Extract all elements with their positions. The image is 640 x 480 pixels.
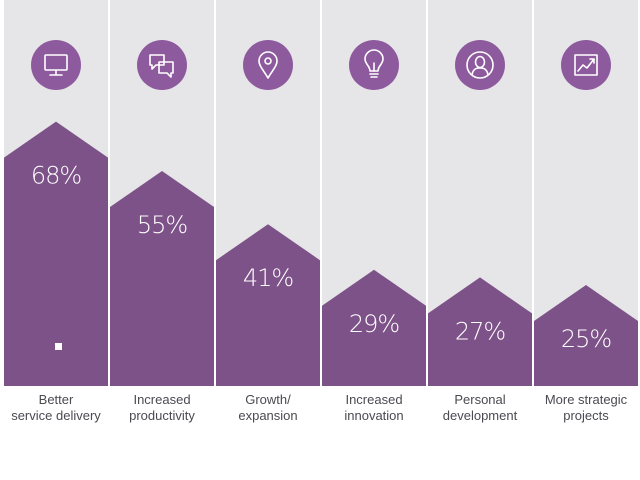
category-label: More strategic projects: [545, 392, 628, 423]
bar-4: [322, 269, 426, 386]
bar-3: [216, 224, 320, 386]
bar-value-label: 29%: [349, 310, 400, 338]
bar-value-label: 25%: [561, 325, 612, 353]
category-label: Increased productivity: [129, 392, 195, 423]
category-label: Better service delivery: [11, 392, 101, 423]
lightbulb-icon: [349, 40, 399, 90]
bar-value-label: 68%: [31, 162, 82, 190]
monitor-icon: [31, 40, 81, 90]
chat-bubbles-icon: [137, 40, 187, 90]
bar-5: [428, 277, 532, 386]
category-label: Growth/expansion: [238, 392, 297, 423]
bar-value-label: 55%: [137, 211, 188, 239]
map-pin-icon: [243, 40, 293, 90]
bar-1: [4, 121, 108, 386]
category-label: Personal development: [443, 392, 518, 423]
bar-6: [534, 285, 638, 386]
bar-value-label: 27%: [455, 317, 506, 345]
trend-chart-icon: [561, 40, 611, 90]
marker-square: [55, 343, 62, 350]
bar-value-label: 41%: [243, 264, 294, 292]
person-icon: [455, 40, 505, 90]
category-label: Increased innovation: [344, 392, 403, 423]
bar-2: [110, 171, 214, 386]
